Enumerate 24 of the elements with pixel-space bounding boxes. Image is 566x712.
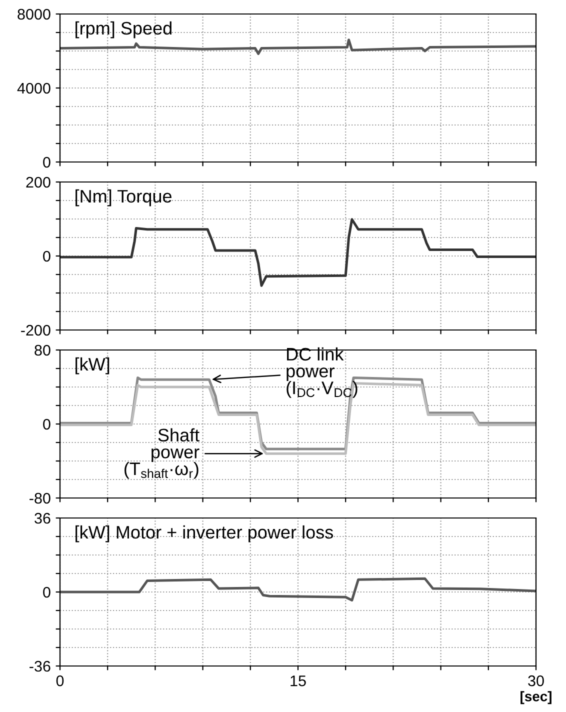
y-tick-label: -80 — [30, 492, 50, 504]
line-series — [60, 577, 536, 602]
chart-title: [kW] — [76, 357, 110, 374]
chart-title: [Nm] Torque — [76, 189, 172, 206]
x-tick-label: 15 — [290, 676, 306, 686]
line-series — [60, 38, 536, 56]
y-tick-label: 80 — [34, 344, 50, 356]
y-tick-label: 4000 — [17, 82, 50, 94]
x-tick-label: 0 — [56, 675, 64, 686]
y-tick-label: 200 — [26, 176, 50, 188]
y-tick-label: -200 — [21, 324, 50, 336]
chart-title: [rpm] Speed — [76, 21, 172, 38]
y-tick-label: 8000 — [18, 8, 50, 20]
y-tick-label: 0 — [43, 418, 50, 430]
x-tick-label: 30 — [528, 675, 544, 686]
y-tick-label: -36 — [30, 660, 50, 672]
chart-title: [kW] Motor + inverter power loss — [76, 525, 333, 542]
y-tick-label: 0 — [43, 250, 50, 262]
line-series — [60, 218, 536, 287]
y-tick-label: 36 — [34, 512, 50, 524]
y-tick-label: 0 — [43, 586, 50, 598]
y-tick-label: 0 — [43, 156, 50, 168]
annotation: Shaft power (T$_{shaft}$·ω$_{r}$) — [124, 428, 200, 479]
x-axis-title: [sec] — [520, 691, 552, 704]
